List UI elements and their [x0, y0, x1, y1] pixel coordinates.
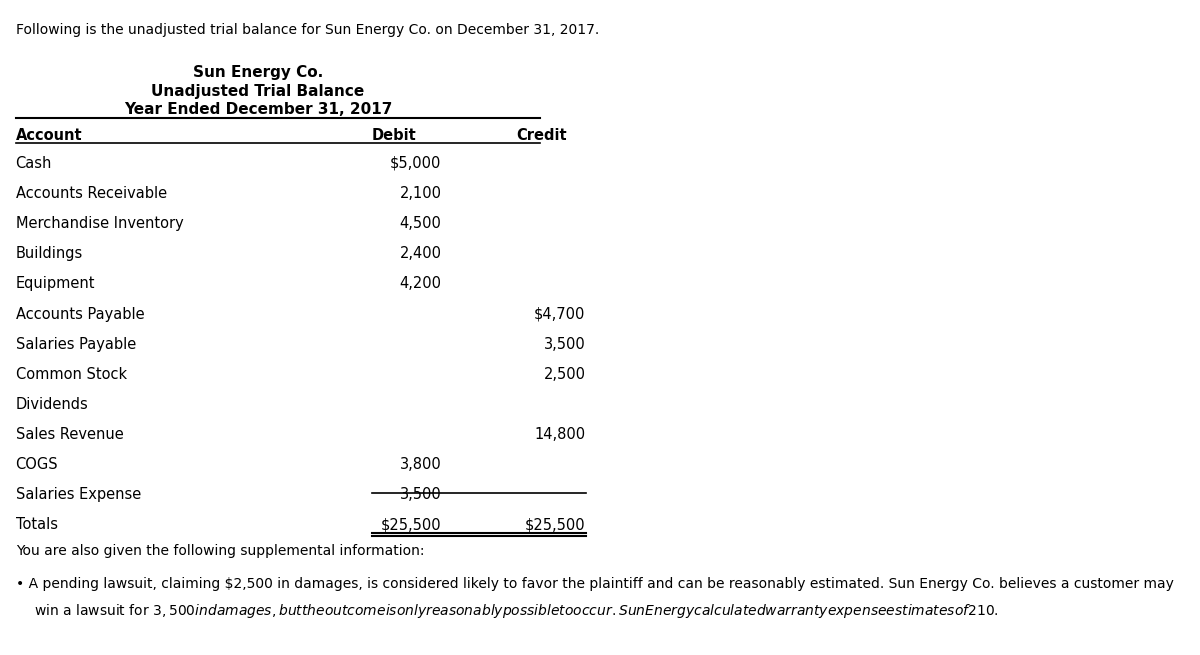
Text: Account: Account: [16, 128, 83, 143]
Text: $25,500: $25,500: [524, 517, 586, 533]
Text: $25,500: $25,500: [380, 517, 442, 533]
Text: Sun Energy Co.: Sun Energy Co.: [193, 66, 323, 81]
Text: 3,500: 3,500: [400, 487, 442, 502]
Text: Common Stock: Common Stock: [16, 367, 127, 382]
Text: Cash: Cash: [16, 156, 52, 171]
Text: Year Ended December 31, 2017: Year Ended December 31, 2017: [124, 102, 392, 117]
Text: 4,200: 4,200: [400, 276, 442, 291]
Text: Credit: Credit: [516, 128, 566, 143]
Text: Buildings: Buildings: [16, 246, 83, 261]
Text: Totals: Totals: [16, 517, 58, 533]
Text: Merchandise Inventory: Merchandise Inventory: [16, 216, 184, 231]
Text: Sales Revenue: Sales Revenue: [16, 427, 124, 442]
Text: Following is the unadjusted trial balance for Sun Energy Co. on December 31, 201: Following is the unadjusted trial balanc…: [16, 23, 599, 37]
Text: 2,400: 2,400: [400, 246, 442, 261]
Text: 3,500: 3,500: [544, 337, 586, 352]
Text: You are also given the following supplemental information:: You are also given the following supplem…: [16, 544, 424, 558]
Text: Accounts Receivable: Accounts Receivable: [16, 186, 167, 201]
Text: win a lawsuit for $3,500 in damages, but the outcome is only reasonably possible: win a lawsuit for $3,500 in damages, but…: [34, 601, 998, 620]
Text: 3,800: 3,800: [400, 457, 442, 472]
Text: $4,700: $4,700: [534, 307, 586, 322]
Text: COGS: COGS: [16, 457, 59, 472]
Text: $5,000: $5,000: [390, 156, 442, 171]
Text: Salaries Expense: Salaries Expense: [16, 487, 140, 502]
Text: 2,500: 2,500: [544, 367, 586, 382]
Text: Debit: Debit: [372, 128, 416, 143]
Text: Accounts Payable: Accounts Payable: [16, 307, 144, 322]
Text: 4,500: 4,500: [400, 216, 442, 231]
Text: 2,100: 2,100: [400, 186, 442, 201]
Text: Equipment: Equipment: [16, 276, 95, 291]
Text: Salaries Payable: Salaries Payable: [16, 337, 136, 352]
Text: 14,800: 14,800: [534, 427, 586, 442]
Text: Unadjusted Trial Balance: Unadjusted Trial Balance: [151, 84, 365, 99]
Text: • A pending lawsuit, claiming $2,500 in damages, is considered likely to favor t: • A pending lawsuit, claiming $2,500 in …: [16, 576, 1174, 591]
Text: Dividends: Dividends: [16, 397, 89, 412]
